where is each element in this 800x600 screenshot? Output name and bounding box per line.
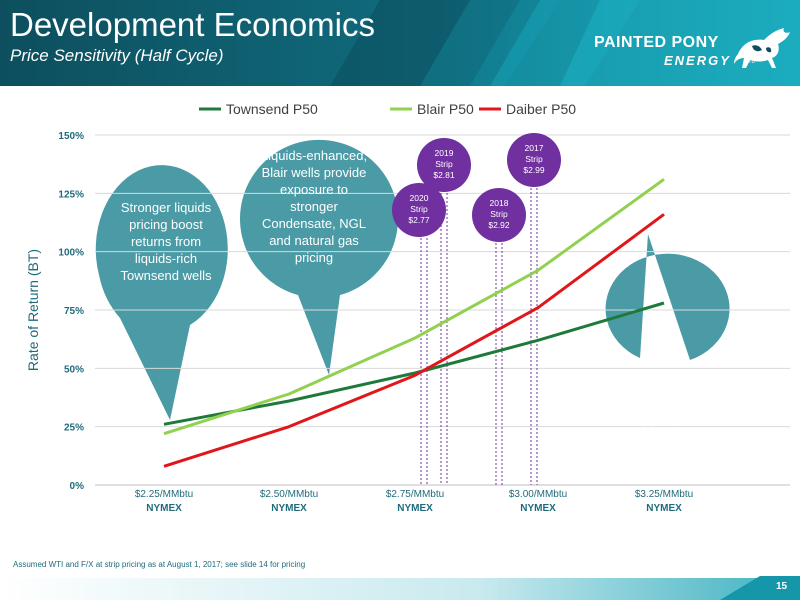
strip-badge xyxy=(507,133,561,187)
x-tick-label: $2.75/MMbtu NYMEX xyxy=(386,489,444,514)
strip-marker-lines xyxy=(420,180,538,485)
y-axis-label: Rate of Return (BT) xyxy=(25,249,41,371)
logo-suffix: LTD xyxy=(746,59,756,65)
page-title: Development Economics xyxy=(10,6,375,43)
callout-text-townsend: Stronger liquids pricing boost returns f… xyxy=(120,200,212,283)
callout-text-blair: Liquids-enhanced, Blair wells provide ex… xyxy=(260,148,368,265)
strip-badge-price: $2.77 xyxy=(408,215,430,225)
strip-badge-label: 2018 Strip $2.92 xyxy=(474,198,524,231)
strip-badge xyxy=(417,138,471,192)
strip-badge-price: $2.92 xyxy=(488,220,510,230)
page-subtitle: Price Sensitivity (Half Cycle) xyxy=(10,46,224,65)
strip-badge-price: $2.81 xyxy=(433,170,455,180)
axes: 0% 25% 50% 75% 100% 125% 150% $2.25/MMbtu NYMEX $… xyxy=(25,131,693,514)
horse-icon xyxy=(734,28,790,68)
y-tick-label: 50% xyxy=(64,364,84,375)
callout-bubble-daiber xyxy=(605,234,730,360)
strip-badge xyxy=(472,188,526,242)
strip-badge-label: 2019 Strip $2.81 xyxy=(419,148,469,181)
y-tick-label: 100% xyxy=(58,248,84,259)
header-background xyxy=(0,0,800,86)
x-tick-label: $2.50/MMbtu NYMEX xyxy=(260,489,318,514)
strip-badges xyxy=(392,133,561,242)
y-tick-label: 125% xyxy=(58,189,84,200)
x-tick-label: $3.25/MMbtu NYMEX xyxy=(635,489,693,514)
strip-badge-label: 2017 Strip $2.99 xyxy=(509,143,559,176)
footer-band xyxy=(0,576,800,600)
strip-badge-strip: Strip xyxy=(435,159,453,169)
strip-badge-year: 2018 xyxy=(489,198,509,208)
legend-label: Townsend P50 xyxy=(226,101,318,117)
y-tick-label: 75% xyxy=(64,306,84,317)
strip-badge-strip: Strip xyxy=(490,209,508,219)
strip-badge-label: 2020 Strip $2.77 xyxy=(394,193,444,226)
header-banner: Development Economics Price Sensitivity … xyxy=(0,0,800,86)
series-line xyxy=(163,301,665,426)
logo-line1: PAINTED PONY xyxy=(594,34,719,51)
company-logo: PAINTED PONY ENERGY LTD xyxy=(590,22,796,72)
strip-badge-price: $2.99 xyxy=(523,165,545,175)
legend-label: Blair P50 xyxy=(417,101,474,117)
legend-label: Daiber P50 xyxy=(506,101,576,117)
series-line xyxy=(163,213,665,468)
strip-badge-strip: Strip xyxy=(410,204,428,214)
callout-text-daiber: High-rate Daiber wells provide natural g… xyxy=(622,372,718,438)
x-tick-label: $3.00/MMbtu NYMEX xyxy=(509,489,567,514)
strip-badge-strip: Strip xyxy=(525,154,543,164)
page-number: 15 xyxy=(776,581,788,592)
legend: Townsend P50 Blair P50 Daiber P50 xyxy=(199,101,576,117)
strip-badge-year: 2020 xyxy=(409,193,429,203)
logo-line2: ENERGY xyxy=(664,53,731,68)
strip-badge-year: 2017 xyxy=(524,143,544,153)
strip-badge-year: 2019 xyxy=(434,148,454,158)
strip-badge xyxy=(392,183,446,237)
callout-bubble-blair xyxy=(240,139,399,375)
y-tick-label: 150% xyxy=(58,131,84,142)
callout-shapes xyxy=(95,139,730,420)
x-tick-label: $2.25/MMbtu NYMEX xyxy=(135,489,193,514)
footnote: Assumed WTI and F/X at strip pricing as … xyxy=(13,560,306,569)
callout-bubble-townsend xyxy=(95,165,228,420)
y-tick-label: 25% xyxy=(64,423,84,434)
gridlines xyxy=(95,134,790,486)
series-line xyxy=(163,178,665,436)
y-tick-label: 0% xyxy=(70,481,85,492)
series-lines xyxy=(163,178,665,468)
